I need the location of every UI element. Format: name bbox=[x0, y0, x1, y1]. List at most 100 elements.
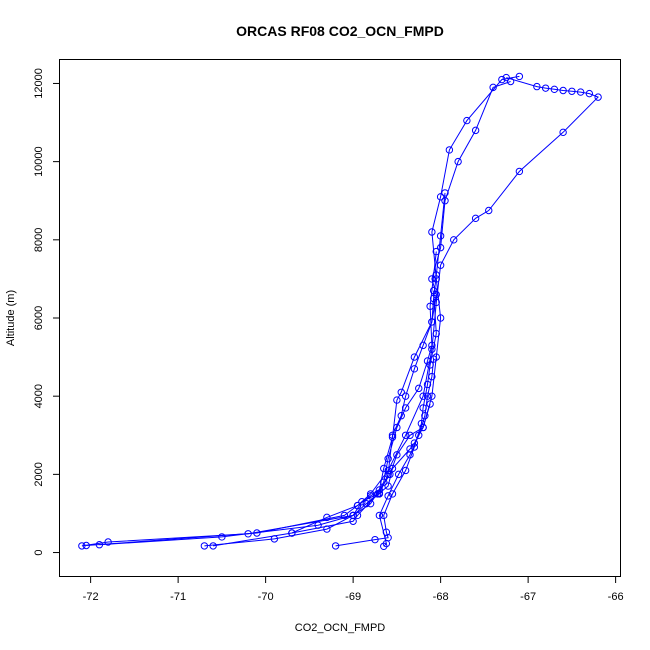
plot-frame bbox=[59, 59, 621, 577]
series-line-6 bbox=[378, 358, 435, 547]
data-point bbox=[401, 392, 410, 400]
series-line-0 bbox=[81, 75, 520, 547]
data-point bbox=[550, 85, 559, 94]
y-tick-label: 4000 bbox=[33, 384, 45, 408]
series-line-5 bbox=[335, 290, 437, 547]
data-point bbox=[397, 388, 405, 396]
data-point bbox=[353, 501, 362, 510]
data-point bbox=[349, 511, 357, 520]
data-point bbox=[353, 511, 362, 520]
data-point bbox=[401, 431, 410, 439]
data-point bbox=[429, 355, 438, 363]
data-point bbox=[323, 513, 331, 522]
data-point bbox=[506, 77, 515, 86]
data-point bbox=[515, 167, 524, 176]
data-point bbox=[380, 464, 388, 473]
data-point bbox=[432, 271, 440, 279]
series-line-2 bbox=[86, 81, 511, 546]
data-point bbox=[432, 290, 440, 299]
data-point bbox=[415, 384, 423, 393]
data-point bbox=[426, 400, 434, 408]
x-tick-label: -69 bbox=[345, 591, 361, 603]
data-point bbox=[485, 206, 493, 215]
data-point bbox=[436, 314, 445, 322]
data-point bbox=[200, 542, 209, 550]
data-point bbox=[380, 511, 388, 520]
data-point bbox=[419, 341, 427, 350]
series-line-7 bbox=[291, 403, 431, 534]
data-point bbox=[288, 529, 296, 537]
data-point bbox=[463, 116, 471, 125]
data-point bbox=[559, 128, 567, 137]
data-point bbox=[384, 492, 392, 500]
data-point bbox=[489, 83, 497, 92]
data-point bbox=[410, 353, 419, 361]
y-tick-label: 2000 bbox=[33, 462, 45, 486]
data-point bbox=[559, 86, 567, 95]
data-point bbox=[388, 431, 397, 439]
data-point bbox=[436, 193, 445, 201]
x-tick-label: -71 bbox=[170, 591, 186, 603]
x-axis-label: CO2_OCN_FMPD bbox=[295, 622, 386, 634]
data-point bbox=[428, 392, 436, 400]
series-layer bbox=[78, 72, 602, 550]
data-point bbox=[349, 517, 357, 525]
data-point bbox=[218, 533, 226, 541]
data-point bbox=[471, 214, 480, 223]
data-point bbox=[426, 302, 434, 310]
data-point bbox=[366, 492, 375, 500]
data-point bbox=[428, 372, 436, 381]
y-axis-label: Altitude (m) bbox=[5, 290, 17, 346]
y-axis: 0 2000 4000 6000 8000 10000 12000 bbox=[33, 68, 60, 556]
data-point bbox=[428, 275, 436, 283]
data-point bbox=[423, 392, 432, 400]
data-point bbox=[82, 541, 90, 550]
data-point bbox=[371, 535, 379, 544]
data-point bbox=[415, 431, 423, 439]
data-point bbox=[498, 75, 506, 84]
data-point bbox=[585, 89, 594, 98]
data-point bbox=[515, 72, 524, 81]
y-tick-label: 8000 bbox=[33, 228, 45, 252]
data-point bbox=[429, 286, 438, 295]
data-point bbox=[502, 73, 510, 82]
data-point bbox=[471, 126, 480, 135]
x-tick-label: -66 bbox=[608, 591, 624, 603]
data-point bbox=[95, 541, 104, 549]
data-point bbox=[541, 84, 550, 92]
data-point bbox=[366, 499, 375, 508]
data-point bbox=[441, 189, 449, 197]
chart-title: ORCAS RF08 CO2_OCN_FMPD bbox=[236, 23, 444, 39]
x-axis: -72 -71 -70 -69 -68 -67 -66 bbox=[83, 576, 624, 603]
x-tick-label: -72 bbox=[83, 591, 99, 603]
y-tick-label: 6000 bbox=[33, 306, 45, 330]
data-point bbox=[384, 455, 392, 463]
y-tick-label: 0 bbox=[33, 549, 45, 555]
y-tick-label: 12000 bbox=[33, 68, 45, 99]
x-tick-label: -67 bbox=[520, 591, 536, 603]
data-point bbox=[533, 82, 541, 91]
data-point bbox=[393, 451, 401, 459]
data-point bbox=[78, 542, 86, 550]
data-point bbox=[393, 423, 401, 432]
data-point bbox=[419, 423, 427, 432]
data-point bbox=[393, 396, 401, 404]
data-point bbox=[406, 431, 414, 439]
data-point bbox=[388, 433, 397, 441]
data-point bbox=[384, 482, 392, 490]
data-point bbox=[576, 88, 585, 96]
series-line-1 bbox=[213, 77, 599, 547]
data-point bbox=[432, 329, 440, 338]
data-point bbox=[428, 228, 436, 236]
data-point bbox=[406, 451, 414, 459]
data-point bbox=[594, 93, 602, 101]
data-point bbox=[423, 380, 432, 389]
data-point bbox=[401, 466, 410, 475]
data-point bbox=[401, 404, 410, 412]
data-point bbox=[454, 157, 462, 166]
data-point bbox=[436, 243, 445, 252]
data-point bbox=[410, 365, 419, 373]
data-point bbox=[386, 470, 394, 479]
data-point bbox=[568, 87, 576, 95]
